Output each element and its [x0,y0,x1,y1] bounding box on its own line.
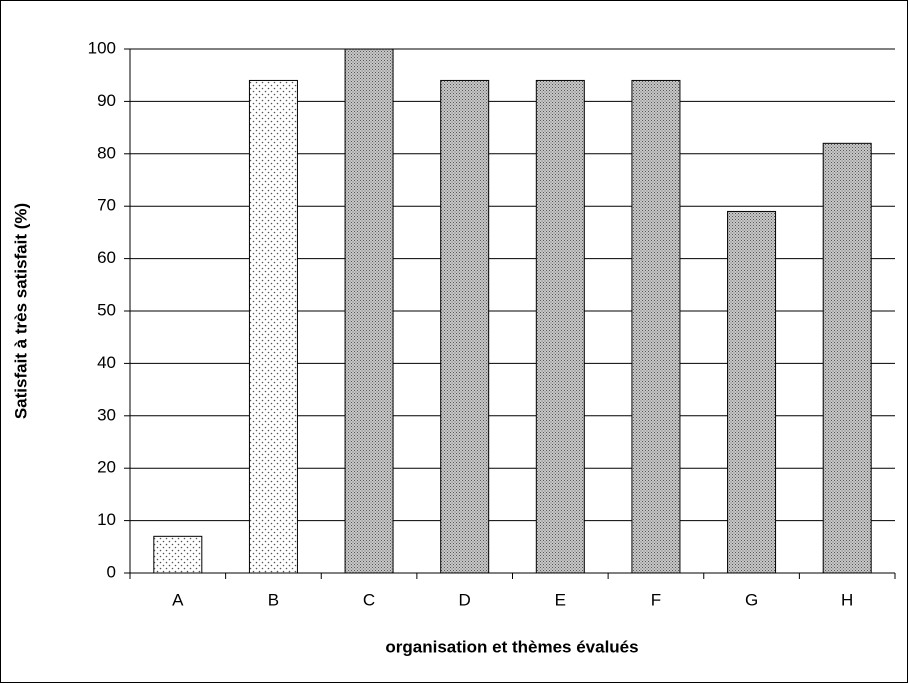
x-tick-label: D [459,590,471,609]
bar [631,79,681,574]
bar [822,142,872,574]
y-tick-label: 40 [97,353,116,372]
y-tick-label: 100 [88,38,116,57]
bar [248,79,298,574]
bar [344,48,394,574]
y-tick-label: 30 [97,405,116,424]
y-tick-label: 70 [97,196,116,215]
x-tick-label: F [651,590,661,609]
bar [440,79,490,574]
x-tick-label: C [363,590,375,609]
bar [727,210,777,574]
bar [535,79,585,574]
x-tick-label: B [268,590,279,609]
y-tick-label: 80 [97,143,116,162]
x-axis-title: organisation et thèmes évalués [385,637,638,656]
y-axis-title: Satisfait à très satisfait (%) [11,203,30,419]
y-tick-label: 50 [97,300,116,319]
y-tick-label: 0 [107,562,116,581]
y-tick-label: 20 [97,458,116,477]
x-tick-label: G [745,590,758,609]
y-tick-label: 90 [97,91,116,110]
x-tick-label: E [555,590,566,609]
y-tick-label: 10 [97,510,116,529]
bar [153,535,203,574]
x-tick-label: H [841,590,853,609]
x-tick-label: A [172,590,184,609]
y-tick-label: 60 [97,248,116,267]
